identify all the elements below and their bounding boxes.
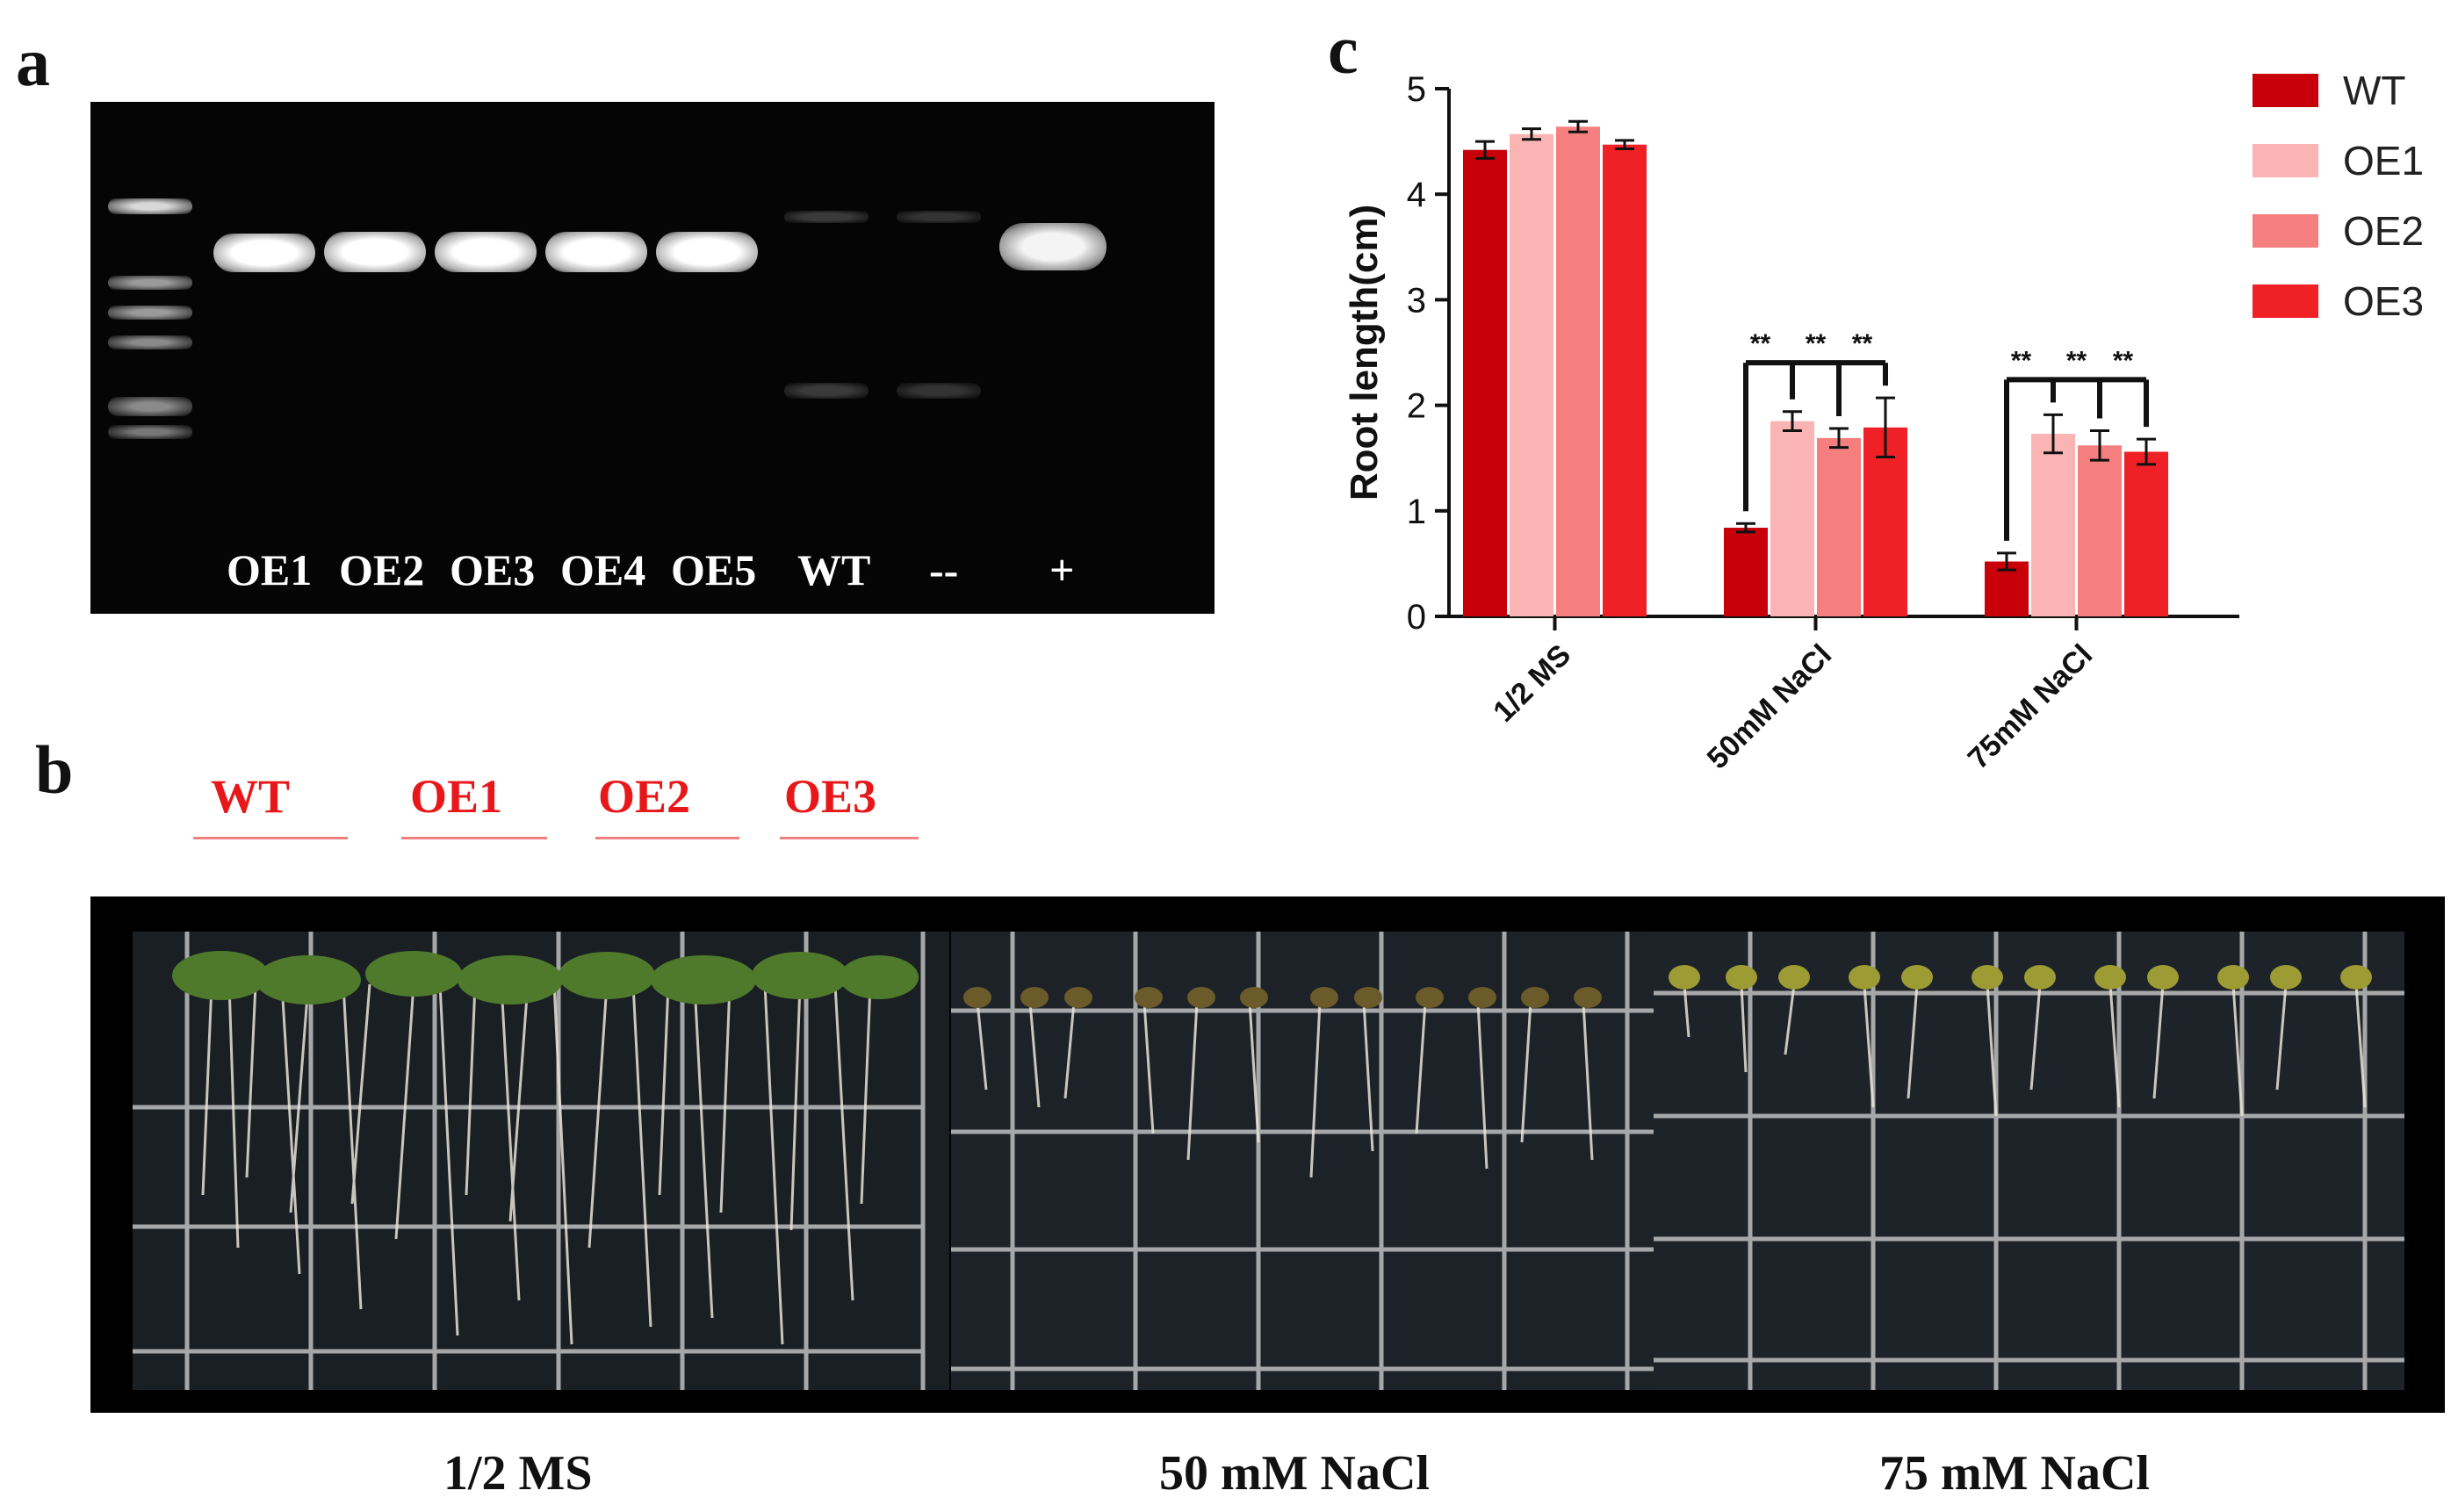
x-tick-label: 1/2 MS [1487, 638, 1577, 729]
ladder-band [108, 397, 192, 416]
genotype-label: OE3 [784, 770, 877, 823]
significance-marker: ** [1806, 329, 1827, 358]
ladder-band [108, 198, 192, 214]
legend-swatch [2253, 74, 2318, 107]
legend-swatch [2253, 214, 2318, 248]
condition-label: 1/2 MS [443, 1446, 593, 1501]
significance-marker: ** [2011, 346, 2032, 375]
legend-label: OE3 [2343, 278, 2425, 324]
legend-label: WT [2343, 68, 2406, 113]
bar [2124, 451, 2168, 616]
genotype-label: WT [211, 770, 291, 823]
legend-swatch [2253, 284, 2318, 318]
y-tick-label: 5 [1407, 70, 1426, 109]
plate-2 [951, 932, 1654, 1390]
significance-marker: ** [1852, 329, 1873, 358]
lane-label: OE4 [560, 545, 646, 594]
faint-band [784, 211, 869, 223]
sample-band [213, 234, 315, 272]
bar [1724, 528, 1768, 616]
lane-label: OE5 [671, 545, 757, 594]
genotype-underline [193, 837, 348, 839]
plate-1 [133, 932, 949, 1390]
y-tick-label: 2 [1407, 387, 1426, 426]
lane-label: WT [797, 545, 871, 594]
root-length-chart: 0 1 2 3 4 5 Root length(cm) 1/2 MS 50mM NaCl ** **… [1343, 70, 2239, 775]
condition-label: 75 mM NaCl [1879, 1446, 2150, 1501]
bar [1510, 133, 1553, 616]
legend-item: OE3 [2253, 281, 2424, 321]
plate-3 [1654, 932, 2404, 1390]
y-tick-label: 0 [1407, 598, 1426, 637]
bar [1463, 149, 1507, 616]
significance-marker: ** [2066, 346, 2087, 375]
x-tick-label: 50mM NaCl [1701, 638, 1838, 775]
bar [1556, 126, 1600, 617]
sample-band [545, 232, 647, 272]
sample-band [435, 232, 537, 272]
lane-label: OE2 [339, 545, 425, 594]
sample-band [656, 232, 758, 272]
y-axis-label: Root length(cm) [1343, 205, 1386, 500]
legend-item: OE1 [2253, 140, 2424, 181]
genotype-label: OE1 [410, 770, 503, 823]
lane-label: -- [929, 545, 959, 594]
significance-marker: ** [2113, 346, 2134, 375]
bar [1770, 421, 1814, 616]
bar [2031, 434, 2075, 616]
lane-label: OE3 [450, 545, 536, 594]
panel-label-b: b [35, 731, 74, 808]
gel-image: OE1 OE2 OE3 OE4 OE5 WT -- + [90, 102, 1215, 614]
lane-label: + [1049, 545, 1075, 594]
significance-marker: ** [1750, 329, 1771, 358]
genotype-underline [780, 837, 919, 839]
ladder-band [108, 335, 192, 349]
legend-label: OE1 [2343, 138, 2425, 184]
y-tick-label: 3 [1407, 281, 1426, 320]
x-tick-label: 75mM NaCl [1962, 638, 2099, 775]
legend-swatch [2253, 144, 2318, 177]
legend-item: OE2 [2253, 211, 2424, 251]
y-tick-label: 4 [1407, 176, 1426, 214]
y-tick-label: 1 [1407, 493, 1426, 531]
bar [2078, 445, 2122, 616]
panel-label-c: c [1328, 11, 1359, 88]
legend-label: OE2 [2343, 208, 2425, 254]
bar [1863, 427, 1907, 616]
lane-label: OE1 [227, 545, 313, 594]
bar [1603, 144, 1647, 616]
ladder-band [108, 306, 192, 320]
genotype-label: OE2 [598, 770, 691, 823]
positive-control-band [999, 223, 1106, 270]
faint-band [897, 211, 981, 223]
condition-label: 50 mM NaCl [1159, 1446, 1430, 1501]
genotype-underline [595, 837, 739, 839]
panel-label-a: a [16, 24, 50, 100]
legend-item: WT [2253, 70, 2406, 111]
genotype-underline [401, 837, 547, 839]
faint-band [897, 383, 981, 399]
sample-band [324, 232, 426, 272]
ladder-band [108, 276, 192, 290]
seedling-plates-photo [90, 896, 2445, 1413]
faint-band [784, 383, 869, 399]
ladder-band [108, 425, 192, 439]
bar [1817, 437, 1861, 616]
